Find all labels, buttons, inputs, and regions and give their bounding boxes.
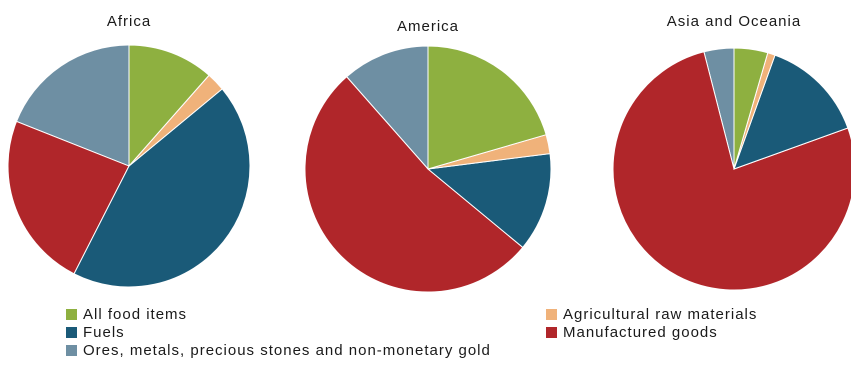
pie-slice-fuels [426,153,552,249]
legend-item-agri: Agricultural raw materials [546,305,757,323]
pie-title-asia-oceania: Asia and Oceania [667,13,801,30]
legend-swatch [66,344,77,356]
pie-slice-manufactured [612,51,851,291]
legend-swatch [66,308,77,320]
legend-label: Agricultural raw materials [563,305,758,323]
legend-swatch [66,326,77,338]
pie-asia-oceania: Asia and Oceania [612,13,851,291]
pie-slice-fuels [733,54,849,170]
pie-slice-ores [15,44,130,167]
pie-slice-ores [345,45,429,171]
pie-slice-manufactured [7,120,130,275]
legend-item-ores: Ores, metals, precious stones and non-mo… [66,341,491,359]
pie-charts: Africa America Asia and Oceania [7,13,851,293]
legend-item-fuels: Fuels [66,323,125,341]
pie-slice-food [128,44,210,168]
legend-label: Ores, metals, precious stones and non-mo… [83,341,491,359]
legend-label: Fuels [83,323,125,341]
pie-slice-manufactured [304,76,524,293]
pie-title-africa: Africa [107,13,151,30]
pie-slice-food [427,45,547,170]
legend-label: All food items [83,305,188,323]
pie-slice-food [733,47,769,170]
legend-swatch [546,308,557,320]
pie-title-america: America [397,18,459,35]
legend-label: Manufactured goods [563,323,718,341]
pie-america: America [304,18,552,293]
pie-africa: Africa [7,13,251,288]
pie-slice-fuels [73,88,251,288]
legend-swatch [546,326,557,338]
legend-item-manufactured: Manufactured goods [546,323,718,341]
legend-item-food: All food items [66,305,187,323]
